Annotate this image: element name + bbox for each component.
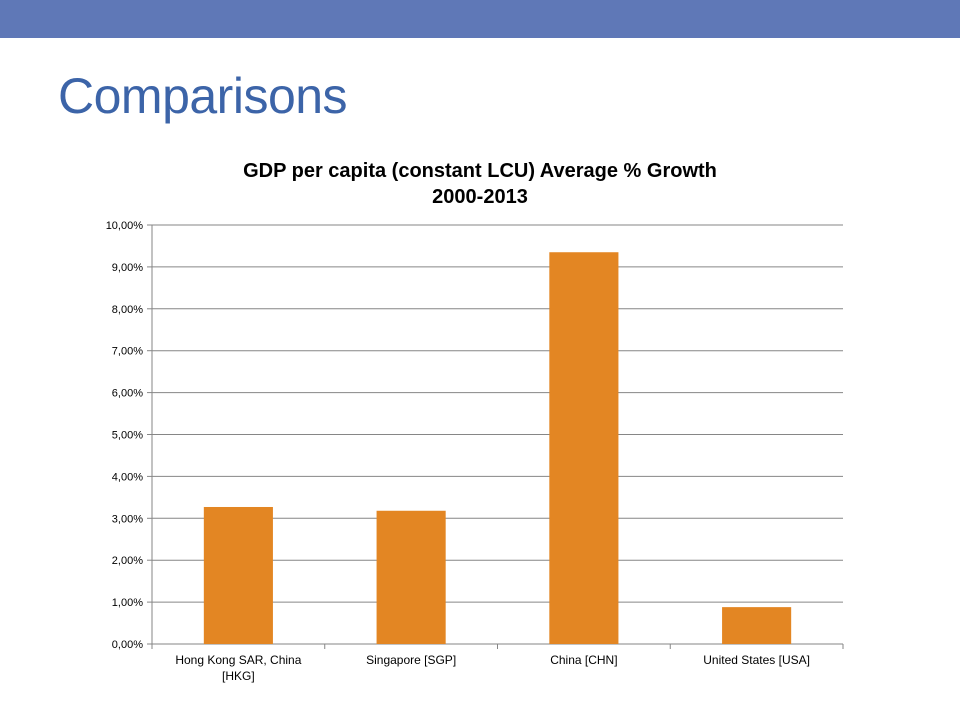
slide-title: Comparisons — [58, 68, 348, 124]
chart-title-line-1: GDP per capita (constant LCU) Average % … — [243, 160, 717, 182]
chart-title-line-2: 2000-2013 — [432, 186, 528, 208]
x-category-label: [HKG] — [222, 669, 255, 683]
bar — [722, 607, 792, 644]
x-category-label: Hong Kong SAR, China — [175, 653, 301, 667]
x-category-label: China [CHN] — [550, 653, 617, 667]
x-category-label: United States [USA] — [703, 653, 810, 667]
y-tick-label: 10,00% — [106, 220, 144, 232]
y-tick-label: 8,00% — [112, 304, 143, 316]
y-tick-label: 6,00% — [112, 388, 143, 400]
bar — [376, 510, 446, 644]
bar — [203, 506, 273, 644]
y-tick-label: 3,00% — [112, 513, 143, 525]
y-tick-label: 1,00% — [112, 597, 143, 609]
y-tick-label: 4,00% — [112, 471, 143, 483]
y-tick-label: 5,00% — [112, 430, 143, 442]
bar — [549, 252, 619, 645]
top-accent-bar — [0, 0, 960, 38]
chart-title: GDP per capita (constant LCU) Average % … — [150, 158, 810, 210]
y-tick-label: 9,00% — [112, 262, 143, 274]
y-tick-label: 0,00% — [112, 639, 143, 651]
y-tick-label: 7,00% — [112, 346, 143, 358]
y-tick-label: 2,00% — [112, 555, 143, 567]
x-category-label: Singapore [SGP] — [366, 653, 456, 667]
